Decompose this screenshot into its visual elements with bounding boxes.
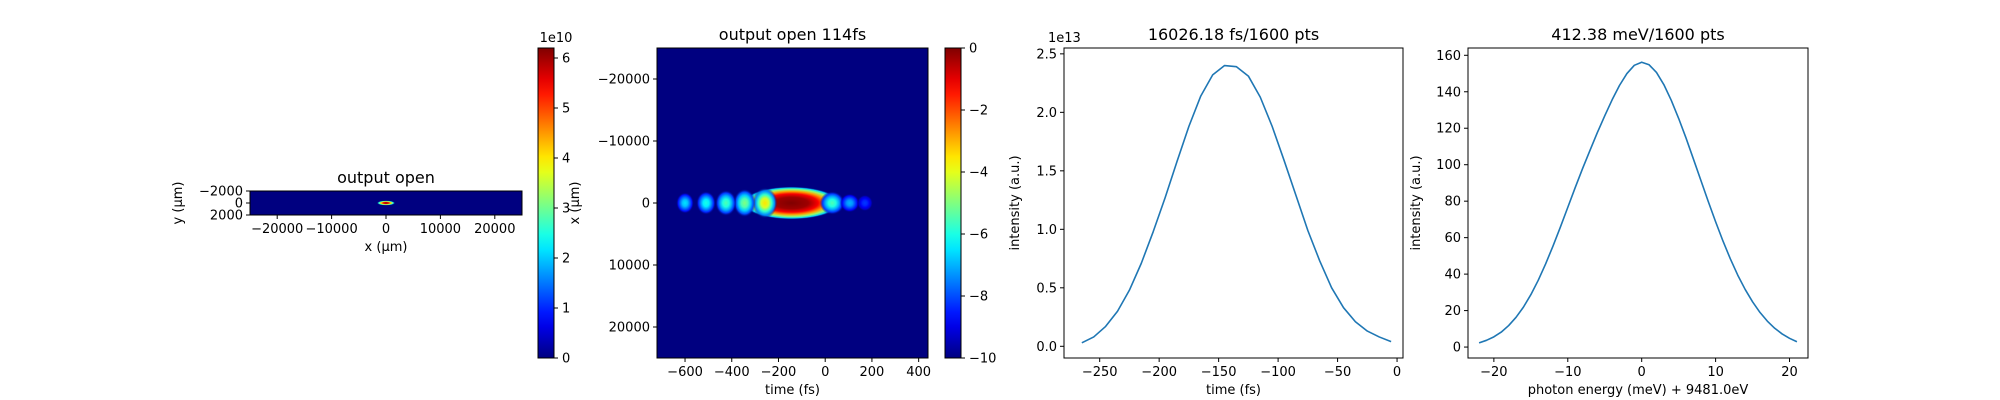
y-tick-label: 60: [1444, 231, 1461, 246]
x-tick-label: −10: [1554, 365, 1581, 380]
heatmap-spot: [752, 187, 778, 219]
y-axis-label: y (μm): [171, 182, 186, 225]
heatmap-0: [250, 191, 522, 215]
colorbar-tick-label: −8: [969, 290, 988, 305]
colorbar-tick-label: 1: [562, 302, 570, 317]
y-tick-label: 160: [1436, 49, 1461, 64]
colorbar-tick-label: −10: [969, 352, 996, 367]
y-tick-label: 0.5: [1036, 281, 1057, 296]
x-tick-label: −150: [1201, 365, 1237, 380]
y-tick-label: 1.0: [1036, 223, 1057, 238]
x-tick-label: 0: [1393, 365, 1401, 380]
x-tick-label: −250: [1082, 365, 1118, 380]
y-tick-label: 100: [1436, 158, 1461, 173]
x-tick-label: −10000: [305, 222, 357, 237]
x-tick-label: 20000: [474, 222, 515, 237]
x-tick-label: 400: [906, 365, 931, 380]
y-axis-label: x (μm): [568, 182, 583, 225]
x-tick-label: −20000: [251, 222, 303, 237]
heatmap-spot: [376, 200, 396, 206]
x-tick-label: 0: [382, 222, 390, 237]
colorbar-frame: [537, 47, 555, 359]
x-tick-label: −20: [1480, 365, 1507, 380]
y-tick-label: 0: [642, 197, 650, 212]
x-tick-label: −200: [761, 365, 797, 380]
y-tick-label: 20000: [609, 321, 650, 336]
y-tick-label: −2000: [199, 185, 243, 200]
axis-multiplier: 1e13: [1048, 31, 1081, 46]
y-tick-label: 0: [1453, 341, 1461, 356]
x-axis-label: photon energy (meV) + 9481.0eV: [1528, 383, 1749, 398]
colorbar: [538, 48, 554, 358]
colorbar-frame: [944, 47, 962, 359]
y-tick-label: −20000: [598, 73, 650, 88]
y-tick-label: 0.0: [1036, 340, 1057, 355]
chart-title: output open 114fs: [719, 25, 866, 44]
y-tick-label: 10000: [609, 259, 650, 274]
colorbar-tick-label: 4: [562, 152, 570, 167]
colorbar-tick-label: −6: [969, 228, 988, 243]
y-axis-label: intensity (a.u.): [1008, 155, 1023, 250]
heatmap-spot: [839, 193, 860, 213]
series-line: [1081, 64, 1392, 344]
colorbar-multiplier: 1e10: [540, 31, 573, 46]
x-tick-label: 10: [1707, 365, 1724, 380]
x-tick-label: −600: [667, 365, 703, 380]
y-tick-label: 2.5: [1036, 47, 1057, 62]
plot-frame: [1467, 47, 1809, 359]
colorbar-tick-label: 2: [562, 252, 570, 267]
x-tick-label: 0: [1638, 365, 1646, 380]
chart-title: 412.38 meV/1600 pts: [1551, 25, 1724, 44]
y-tick-label: 0: [235, 197, 243, 212]
y-tick-label: −10000: [598, 135, 650, 150]
colorbar-tick-label: 3: [562, 202, 570, 217]
x-axis-label: x (μm): [365, 240, 408, 255]
y-tick-label: 80: [1444, 195, 1461, 210]
y-tick-label: 40: [1444, 268, 1461, 283]
chart-title: 16026.18 fs/1600 pts: [1148, 25, 1319, 44]
x-tick-label: 200: [860, 365, 885, 380]
x-tick-label: 20: [1781, 365, 1798, 380]
y-tick-label: 2.0: [1036, 106, 1057, 121]
y-axis-label: intensity (a.u.): [1409, 155, 1424, 250]
y-tick-label: 20: [1444, 304, 1461, 319]
colorbar-tick-label: 6: [562, 52, 570, 67]
x-tick-label: −200: [1141, 365, 1177, 380]
colorbar: [945, 48, 961, 358]
heatmap-1: [657, 48, 928, 358]
x-tick-label: −400: [714, 365, 750, 380]
heatmap-spot: [715, 190, 737, 216]
x-tick-label: −50: [1324, 365, 1351, 380]
y-tick-label: 120: [1436, 122, 1461, 137]
x-tick-label: 0: [821, 365, 829, 380]
chart-title: output open: [337, 168, 435, 187]
colorbar-tick-label: −2: [969, 104, 988, 119]
heatmap-spot: [676, 192, 694, 214]
plot-frame: [1063, 47, 1404, 359]
series-line: [1478, 61, 1798, 344]
colorbar-tick-label: 0: [969, 42, 977, 57]
colorbar-tick-label: −4: [969, 166, 988, 181]
x-tick-label: −100: [1260, 365, 1296, 380]
heatmap-spot: [819, 191, 845, 215]
x-tick-label: 10000: [420, 222, 461, 237]
heatmap-spot: [856, 194, 873, 212]
x-axis-label: time (fs): [1206, 383, 1261, 398]
heatmap-spot: [733, 188, 756, 218]
x-axis-label: time (fs): [765, 383, 820, 398]
y-tick-label: 1.5: [1036, 164, 1057, 179]
heatmap-spot: [696, 191, 716, 215]
y-tick-label: 2000: [210, 209, 243, 224]
colorbar-tick-label: 5: [562, 102, 570, 117]
colorbar-tick-label: 0: [562, 352, 570, 367]
y-tick-label: 140: [1436, 85, 1461, 100]
